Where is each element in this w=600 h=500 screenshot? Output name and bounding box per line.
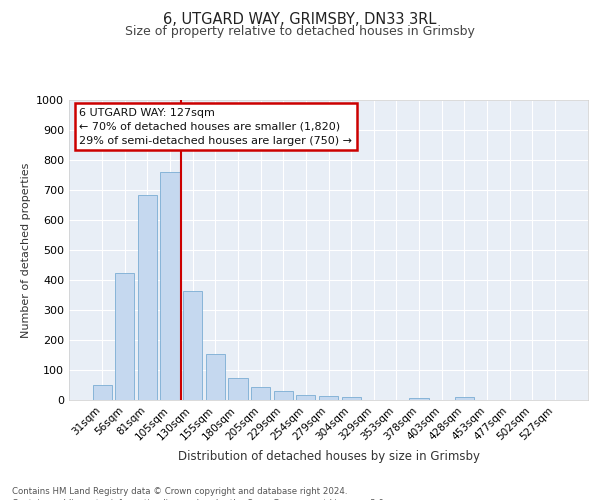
Bar — [251, 388, 270, 400]
Bar — [115, 272, 134, 400]
Bar — [206, 354, 225, 400]
Bar — [319, 396, 338, 400]
Bar — [409, 398, 428, 400]
Text: Size of property relative to detached houses in Grimsby: Size of property relative to detached ho… — [125, 25, 475, 38]
Bar — [341, 397, 361, 400]
Y-axis label: Number of detached properties: Number of detached properties — [20, 162, 31, 338]
Bar — [92, 385, 112, 400]
Bar — [455, 397, 474, 400]
X-axis label: Distribution of detached houses by size in Grimsby: Distribution of detached houses by size … — [178, 450, 479, 463]
Bar — [296, 394, 316, 400]
Bar — [229, 378, 248, 400]
Bar — [160, 172, 180, 400]
Bar — [183, 290, 202, 400]
Text: Contains HM Land Registry data © Crown copyright and database right 2024.
Contai: Contains HM Land Registry data © Crown c… — [12, 488, 386, 500]
Text: 6, UTGARD WAY, GRIMSBY, DN33 3RL: 6, UTGARD WAY, GRIMSBY, DN33 3RL — [163, 12, 437, 28]
Text: 6 UTGARD WAY: 127sqm
← 70% of detached houses are smaller (1,820)
29% of semi-de: 6 UTGARD WAY: 127sqm ← 70% of detached h… — [79, 108, 352, 146]
Bar — [138, 194, 157, 400]
Bar — [274, 391, 293, 400]
